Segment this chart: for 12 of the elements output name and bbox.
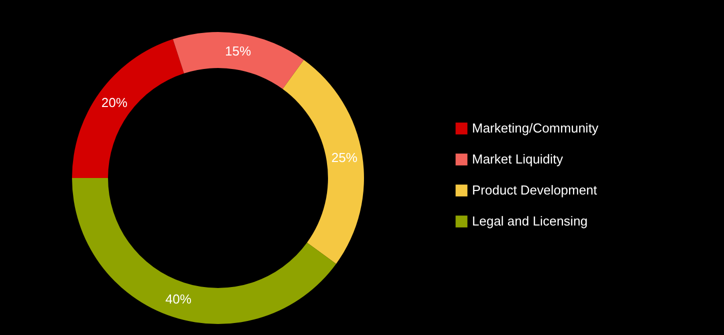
donut-slice (172, 32, 304, 90)
legend-label: Legal and Licensing (472, 214, 588, 228)
legend-label: Marketing/Community (472, 120, 599, 136)
data-label: 25% (331, 150, 358, 165)
data-label: 40% (165, 292, 192, 307)
donut-slice (72, 39, 184, 178)
donut-slice (282, 60, 364, 264)
data-label: 15% (225, 44, 252, 59)
data-label: 20% (101, 94, 128, 110)
donut-slice (72, 178, 336, 324)
legend-label: Market Liquidity (472, 152, 564, 166)
legend-label: Product Development (472, 182, 598, 198)
